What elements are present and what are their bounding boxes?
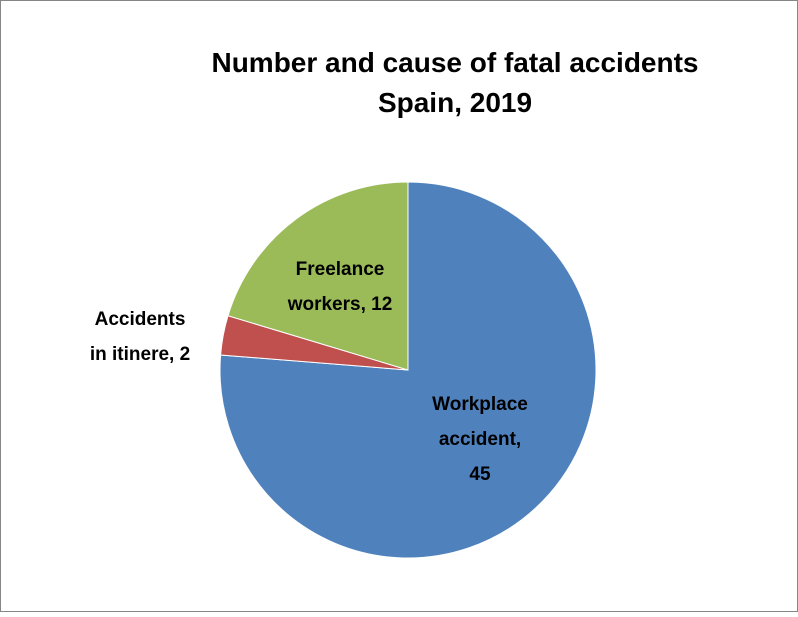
data-label: Accidents: [95, 309, 186, 330]
pie-slice: [227, 181, 409, 371]
data-label: Freelance: [296, 259, 385, 280]
data-label: workers, 12: [287, 294, 393, 315]
data-label: 45: [469, 464, 491, 485]
data-label: in itinere, 2: [90, 344, 190, 365]
chart-title: Number and cause of fatal accidents: [211, 47, 698, 78]
chart-subtitle: Spain, 2019: [378, 87, 532, 118]
data-label: accident,: [439, 429, 521, 450]
data-label: Workplace: [432, 394, 528, 415]
